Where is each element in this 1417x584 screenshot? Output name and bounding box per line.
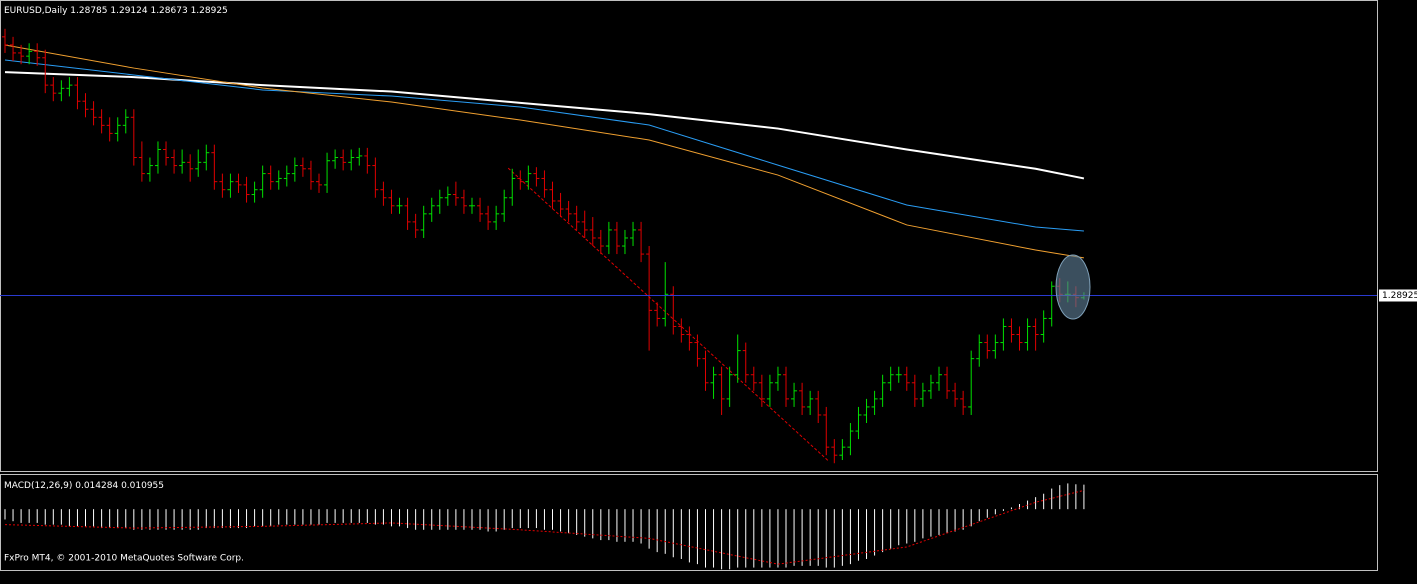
main-panel <box>0 0 1378 472</box>
macd-label: MACD(12,26,9) <box>4 481 72 491</box>
low-value: 1.28673 <box>150 6 187 16</box>
trendline <box>507 167 830 462</box>
overlay: 1.28925 <box>1379 289 1417 302</box>
highlight-ellipse <box>1055 254 1091 320</box>
chart-title: EURUSD,Daily 1.28785 1.29124 1.28673 1.2… <box>4 6 228 16</box>
macd-value: 0.014284 <box>75 481 118 491</box>
main-plot <box>0 28 1377 570</box>
price-marker <box>1379 289 1417 302</box>
copyright: FxPro MT4, © 2001-2010 MetaQuotes Softwa… <box>4 554 244 564</box>
high-value: 1.29124 <box>110 6 147 16</box>
close-value: 1.28925 <box>191 6 228 16</box>
moving-average <box>4 71 1085 180</box>
moving-average <box>4 44 1085 259</box>
signal-value: 0.010955 <box>121 481 164 491</box>
open-value: 1.28785 <box>70 6 107 16</box>
price-marker-label: 1.28925 <box>1382 291 1417 301</box>
symbol: EURUSD,Daily <box>4 6 68 16</box>
macd-title: MACD(12,26,9) 0.014284 0.010955 <box>4 481 164 491</box>
macd-signal <box>4 489 1085 565</box>
moving-average <box>4 59 1084 232</box>
